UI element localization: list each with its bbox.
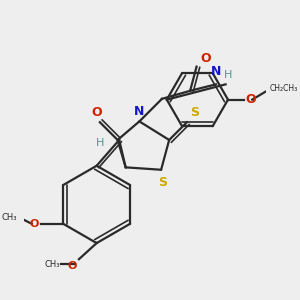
Text: O: O — [201, 52, 211, 65]
Text: N: N — [134, 105, 145, 118]
Text: H: H — [96, 138, 105, 148]
Text: O: O — [91, 106, 102, 119]
Text: S: S — [190, 106, 199, 119]
Text: O: O — [246, 93, 256, 106]
Text: CH₃: CH₃ — [2, 213, 17, 222]
Text: CH₂CH₃: CH₂CH₃ — [270, 84, 298, 93]
Text: CH₃: CH₃ — [44, 260, 60, 268]
Text: N: N — [211, 65, 221, 78]
Text: S: S — [158, 176, 167, 189]
Text: O: O — [68, 261, 77, 271]
Text: H: H — [224, 70, 232, 80]
Text: O: O — [30, 219, 39, 229]
